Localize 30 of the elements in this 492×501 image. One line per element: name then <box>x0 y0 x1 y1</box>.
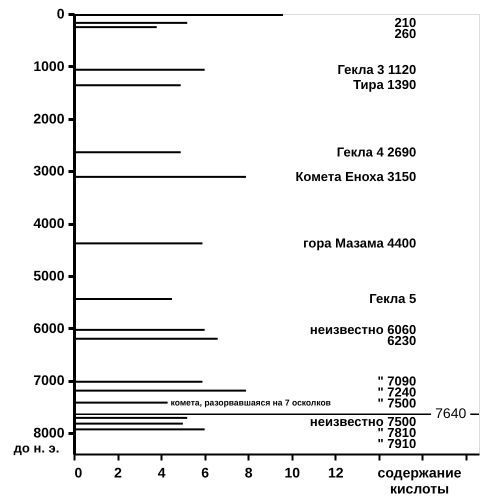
y-tick-label: 1000 <box>33 58 65 74</box>
annotation: неизвестно 6060 <box>310 322 416 337</box>
annotation: комета, разорвавшаяся на 7 осколков <box>170 398 331 408</box>
annotation: 210 <box>394 14 416 30</box>
x-tick-label: 8 <box>244 464 253 480</box>
annotation: Комета Еноха 3150 <box>295 168 416 184</box>
y-tick-label: 5000 <box>33 267 65 284</box>
x-tick-label: 10 <box>284 464 300 480</box>
y-tick-label: 6000 <box>33 320 65 336</box>
x-tick-label: 2 <box>114 464 122 480</box>
ref-line-label: 7640 <box>435 405 466 422</box>
y-tick-label: 2000 <box>33 110 65 126</box>
y-tick-label: 7000 <box>33 372 65 388</box>
annotation: Гекла 3 1120 <box>337 62 416 77</box>
x-axis-title: содержание кислоты <box>378 464 462 496</box>
x-tick-label: 12 <box>328 464 344 480</box>
annotation: " 7500 <box>378 396 416 411</box>
y-axis-title: до н. э. <box>14 440 60 456</box>
annotation: гора Мазама 4400 <box>303 235 416 250</box>
y-tick-label: 8000 <box>33 424 65 441</box>
annotation: Гекла 5 <box>369 290 416 306</box>
annotation: Гекла 4 2690 <box>336 144 416 160</box>
y-tick-label: 0 <box>56 6 65 22</box>
x-tick-label: 4 <box>158 464 166 480</box>
y-tick-label: 4000 <box>33 215 65 232</box>
x-tick-label: 0 <box>74 464 82 480</box>
annotation: " 7910 <box>378 436 416 452</box>
y-tick-label: 3000 <box>33 162 65 179</box>
x-tick-label: 6 <box>201 464 210 480</box>
annotation: Тира 1390 <box>353 77 416 92</box>
